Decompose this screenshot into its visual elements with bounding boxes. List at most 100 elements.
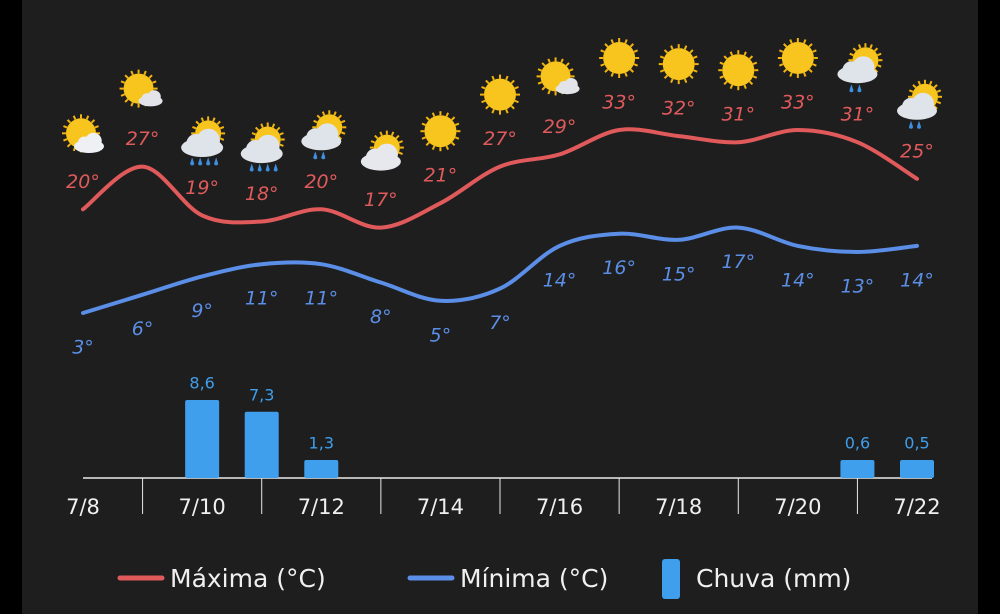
rain-drop (257, 163, 262, 172)
sun-ray (510, 105, 515, 110)
temperature-label: 19° (185, 177, 219, 199)
sun-ray (600, 63, 605, 67)
sun-ray (600, 49, 605, 53)
sun-ray (130, 102, 134, 107)
sun-ray (481, 86, 486, 90)
sun-ray (748, 80, 754, 86)
rain-bar (185, 400, 220, 478)
temperature-label: 31° (841, 104, 875, 126)
sun-ray (90, 119, 96, 124)
sun-ray (505, 75, 509, 81)
x-tick-label: 7/8 (66, 495, 100, 519)
sun-ray (379, 131, 383, 136)
cloud (375, 143, 398, 166)
sun-ray (803, 39, 807, 44)
weather-icon (837, 43, 883, 93)
sun (662, 48, 695, 81)
legend-label: Máxima (°C) (170, 564, 326, 593)
sun-ray (279, 143, 284, 147)
sun-ray (195, 120, 200, 125)
sun-ray (812, 63, 817, 67)
cloud (852, 56, 875, 79)
rain-label: 1,3 (309, 434, 334, 453)
temperature-label: 14° (543, 269, 577, 291)
weather-icon (119, 69, 163, 108)
cloud (316, 123, 339, 146)
x-tick-label: 7/18 (655, 495, 702, 519)
sun-ray (877, 52, 882, 57)
sun-ray (917, 80, 921, 86)
sun-ray (491, 108, 495, 114)
sun-ray (63, 125, 68, 129)
weather-icon (360, 130, 404, 171)
sun-ray (370, 140, 376, 144)
temperature-label: 29° (543, 116, 577, 138)
temperature-label: 13° (841, 276, 875, 298)
sun-ray (569, 68, 574, 72)
weather-icon (536, 57, 580, 96)
temperature-label: 27° (126, 128, 160, 150)
rain-drop (265, 163, 270, 172)
legend-label: Chuva (mm) (696, 564, 851, 593)
sun-ray (431, 145, 436, 151)
sun-ray (933, 105, 938, 110)
sun-ray (120, 80, 126, 84)
temperature-label: 31° (721, 104, 755, 126)
sun-ray (63, 138, 68, 142)
sun-ray (743, 84, 747, 90)
temperature-label: 16° (602, 257, 636, 279)
sun-ray (629, 43, 634, 48)
sun-ray (152, 80, 157, 84)
weather-icon (240, 122, 285, 172)
temperature-label: 18° (245, 183, 279, 205)
sun-ray (421, 122, 427, 127)
sun-ray (604, 68, 609, 73)
legend-swatch (662, 559, 680, 599)
rain-label: 0,6 (845, 434, 870, 453)
sun-ray (491, 75, 495, 81)
sun-ray (85, 115, 90, 120)
rain-drop (249, 163, 254, 172)
sun (781, 42, 814, 74)
sun-ray (659, 69, 665, 73)
sun-ray (260, 123, 264, 128)
temperature-label: 14° (781, 269, 815, 291)
rain-bar (244, 411, 279, 478)
temperature-line (81, 127, 919, 230)
sun-ray (124, 74, 129, 79)
temperature-label: 14° (900, 269, 934, 291)
sun-ray (398, 140, 403, 144)
weather-icon (897, 79, 942, 129)
sun-ray (683, 78, 688, 83)
sun-ray (333, 111, 337, 116)
sun-ray (683, 45, 688, 50)
sun-ray (485, 79, 490, 84)
sun-ray (912, 84, 917, 89)
sun-ray (723, 55, 728, 60)
temperature-label: 17° (364, 189, 398, 211)
sun-ray (783, 43, 788, 48)
sun-ray (752, 75, 758, 79)
sun-ray (743, 51, 747, 56)
rain-drop (198, 157, 203, 166)
sun-ray (849, 52, 854, 57)
sun-ray (808, 68, 813, 73)
sun-ray (624, 39, 628, 44)
sun-ray (390, 131, 395, 136)
sun-ray (451, 141, 456, 147)
sun-ray (547, 58, 551, 63)
sun-ray (279, 132, 284, 136)
sun-ray (219, 137, 225, 141)
rain-label: 7,3 (249, 385, 274, 404)
sun-ray (485, 105, 490, 110)
sun-ray (337, 114, 343, 119)
sun-ray (936, 100, 942, 105)
sun-ray (316, 114, 321, 119)
sun-ray (425, 116, 430, 121)
sun-ray (541, 62, 546, 67)
temperature-line (81, 225, 919, 315)
temperature-label: 3° (72, 337, 94, 359)
sun-ray (481, 99, 486, 104)
sun-ray (313, 119, 318, 124)
weather-icon (658, 44, 699, 85)
